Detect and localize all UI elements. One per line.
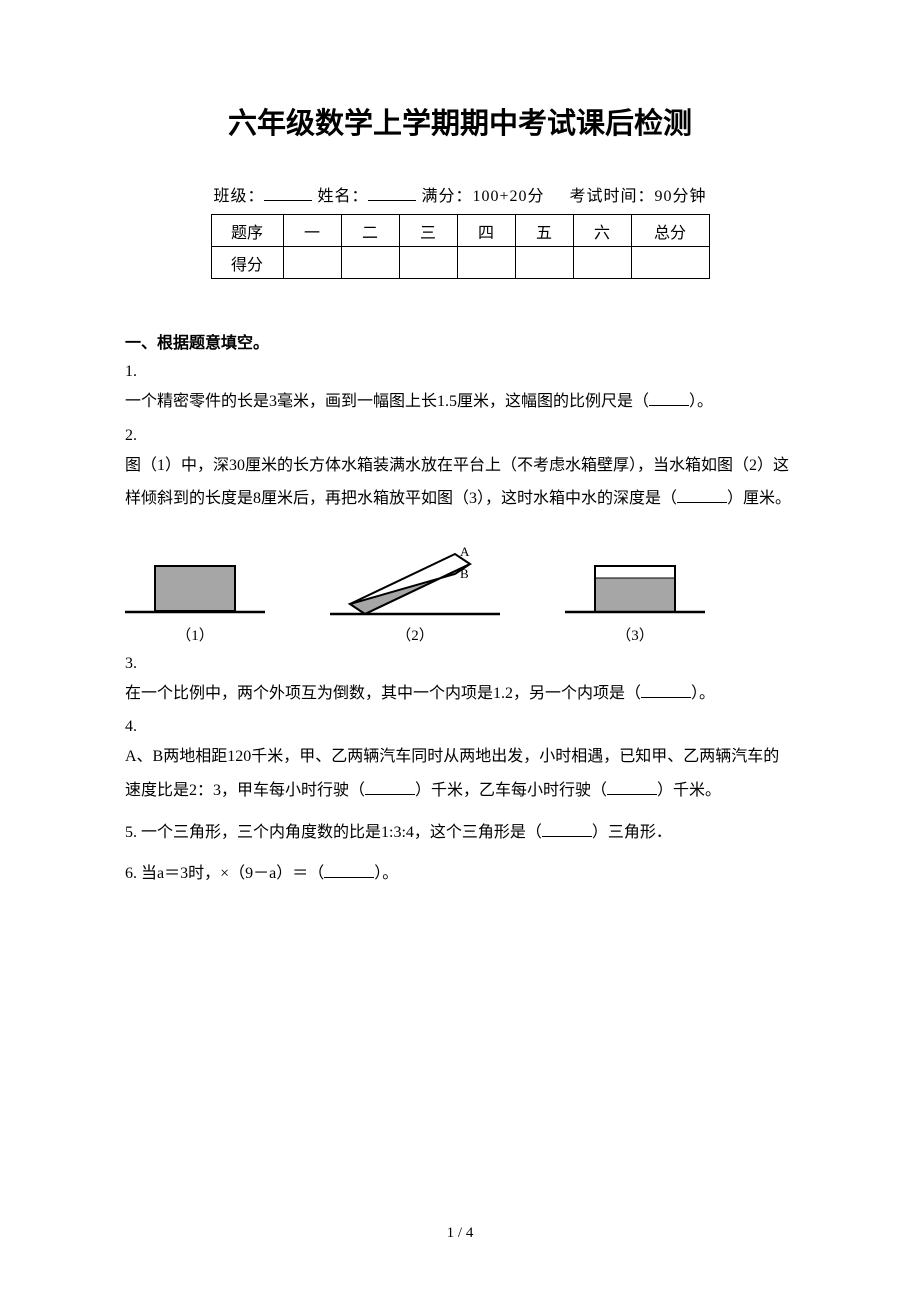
q6-text-b: ）。: [374, 865, 398, 882]
col-header: 四: [457, 215, 515, 247]
q4-text-mid: ）千米，乙车每小时行驶（: [415, 782, 607, 799]
q2-text-b: ）厘米。: [727, 490, 791, 507]
score-cell: [283, 247, 341, 279]
q1-text: 一个精密零件的长是3毫米，画到一幅图上长1.5厘米，这幅图的比例尺是（ ）。: [125, 385, 795, 419]
page-number: 1 / 4: [0, 1225, 920, 1242]
blank: [607, 779, 657, 795]
class-label: 班级：: [213, 188, 264, 205]
page-title: 六年级数学上学期期中考试课后检测: [125, 100, 795, 142]
score-table: 题序 一 二 三 四 五 六 总分 得分: [211, 214, 710, 279]
score-cell: [573, 247, 631, 279]
row-label: 得分: [211, 247, 283, 279]
exam-info: 班级： 姓名： 满分：100+20分 考试时间：90分钟: [125, 182, 795, 206]
section-heading: 一、根据题意填空。: [125, 329, 795, 353]
score-cell: [457, 247, 515, 279]
col-header: 一: [283, 215, 341, 247]
svg-text:A: A: [460, 544, 470, 559]
svg-text:B: B: [460, 566, 469, 581]
figure-3-caption: （3）: [565, 624, 705, 645]
q2-text: 图（1）中，深30厘米的长方体水箱装满水放在平台上（不考虑水箱壁厚），当水箱如图…: [125, 449, 795, 516]
fullmarks-value: 100+20分: [472, 188, 544, 205]
q6-num: 6.: [125, 865, 137, 882]
time-label: 考试时间：: [570, 188, 655, 205]
blank: [641, 682, 691, 698]
q1-text-b: ）。: [689, 393, 713, 410]
q3-num: 3.: [125, 655, 795, 673]
q1-num: 1.: [125, 363, 795, 381]
figure-2-svg: A B: [330, 536, 500, 616]
name-label: 姓名：: [317, 188, 368, 205]
q3-text-a: 在一个比例中，两个外项互为倒数，其中一个内项是1.2，另一个内项是（: [125, 685, 641, 702]
score-cell: [515, 247, 573, 279]
score-cell: [631, 247, 709, 279]
q5-num: 5.: [125, 824, 137, 841]
q3-text-b: ）。: [691, 685, 715, 702]
col-header: 二: [341, 215, 399, 247]
figure-1: （1）: [125, 556, 265, 645]
q2-num: 2.: [125, 427, 795, 445]
col-header: 六: [573, 215, 631, 247]
col-header: 三: [399, 215, 457, 247]
blank: [324, 862, 374, 878]
name-blank: [368, 185, 416, 201]
score-cell: [399, 247, 457, 279]
q1-text-a: 一个精密零件的长是3毫米，画到一幅图上长1.5厘米，这幅图的比例尺是（: [125, 393, 649, 410]
q5-text: 5. 一个三角形，三个内角度数的比是1:3:4，这个三角形是（ ）三角形．: [125, 816, 795, 850]
blank: [542, 821, 592, 837]
figure-3-svg: [565, 556, 705, 616]
figure-2-caption: （2）: [330, 624, 500, 645]
q3-text: 在一个比例中，两个外项互为倒数，其中一个内项是1.2，另一个内项是（ ）。: [125, 677, 795, 711]
q5-text-a: 一个三角形，三个内角度数的比是1:3:4，这个三角形是（: [141, 824, 542, 841]
table-row: 题序 一 二 三 四 五 六 总分: [211, 215, 709, 247]
q2-figures: （1） A B （2） （3）: [125, 536, 795, 645]
q6-text-a: 当a＝3时，×（9－a）＝（: [141, 865, 324, 882]
time-value: 90分钟: [655, 188, 707, 205]
score-cell: [341, 247, 399, 279]
q6-text: 6. 当a＝3时，×（9－a）＝（ ）。: [125, 857, 795, 891]
q4-text: A、B两地相距120千米，甲、乙两辆汽车同时从两地出发，小时相遇，已知甲、乙两辆…: [125, 740, 795, 807]
col-header: 总分: [631, 215, 709, 247]
fullmarks-label: 满分：: [421, 188, 472, 205]
blank: [649, 390, 689, 406]
row-label: 题序: [211, 215, 283, 247]
blank: [677, 487, 727, 503]
q4-text-b: ）千米。: [657, 782, 721, 799]
q4-num: 4.: [125, 718, 795, 736]
figure-1-caption: （1）: [125, 624, 265, 645]
figure-3: （3）: [565, 556, 705, 645]
figure-1-svg: [125, 556, 265, 616]
col-header: 五: [515, 215, 573, 247]
figure-2: A B （2）: [330, 536, 500, 645]
table-row: 得分: [211, 247, 709, 279]
class-blank: [264, 185, 312, 201]
q5-text-b: ）三角形．: [592, 824, 672, 841]
blank: [365, 779, 415, 795]
